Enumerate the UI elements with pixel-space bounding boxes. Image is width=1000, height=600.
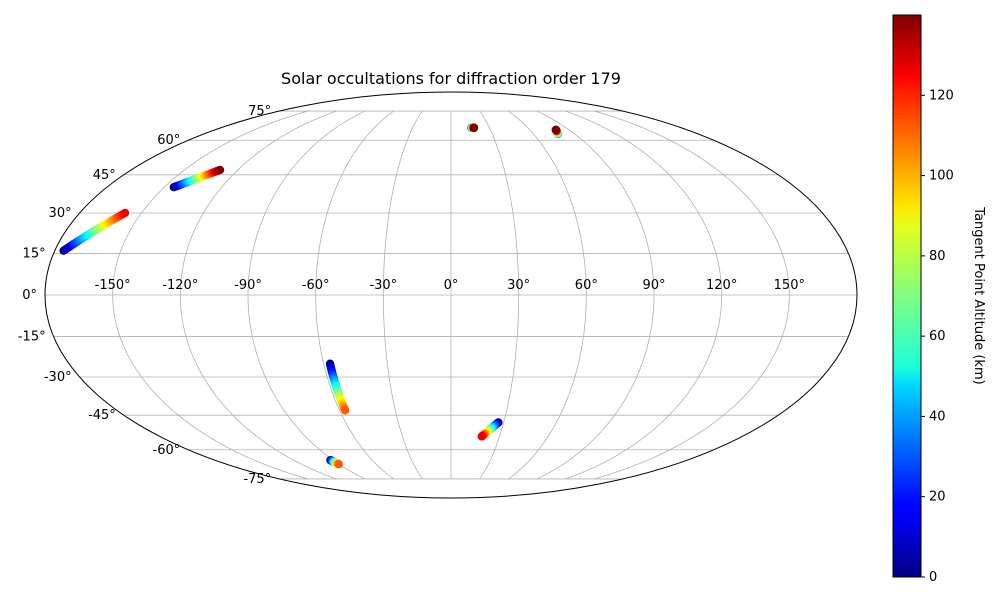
occultation-point xyxy=(120,208,130,218)
meridian-line xyxy=(179,110,337,480)
latitude-tick-label: -45° xyxy=(88,408,116,423)
longitude-tick-label: 90° xyxy=(642,278,665,293)
map-grid xyxy=(45,110,857,480)
chart-title: Solar occultations for diffraction order… xyxy=(281,69,621,88)
colorbar: 0 20 40 60 80 100 120 Tangent Point Altitude (… xyxy=(892,14,986,585)
meridian-line xyxy=(315,110,394,480)
longitude-tick-label: -30° xyxy=(369,278,397,293)
colorbar-ticks: 0 20 40 60 80 100 120 xyxy=(921,88,954,585)
meridian-line xyxy=(565,110,723,480)
colorbar-tick-label: 100 xyxy=(929,169,954,184)
latitude-tick-label: 75° xyxy=(248,104,271,119)
colorbar-tick-label: 60 xyxy=(929,329,946,344)
map-boundary xyxy=(44,91,858,499)
latitude-tick-label: -75° xyxy=(243,472,271,487)
meridian-line xyxy=(382,110,423,480)
occultation-point xyxy=(477,432,486,441)
occultation-point xyxy=(334,460,344,469)
longitude-tick-label: 150° xyxy=(774,278,805,293)
longitude-tick-label: -90° xyxy=(234,278,262,293)
occultation-point xyxy=(340,406,350,415)
longitude-tick-label: 30° xyxy=(507,278,530,293)
latitude-tick-label: 30° xyxy=(49,206,72,221)
meridian-line xyxy=(508,110,587,480)
latitude-tick-label: -30° xyxy=(44,370,72,385)
colorbar-tick-label: 0 xyxy=(929,570,937,585)
meridian-line xyxy=(536,110,655,480)
colorbar-tick-label: 40 xyxy=(929,409,946,424)
occultation-point xyxy=(215,165,225,175)
meridian-line xyxy=(112,110,308,480)
latitude-tick-label: 0° xyxy=(22,288,37,303)
latitude-tick-label: 60° xyxy=(157,133,180,148)
longitude-tick-label: -150° xyxy=(95,278,131,293)
colorbar-tick-label: 80 xyxy=(929,249,946,264)
colorbar-tick-label: 20 xyxy=(929,490,946,505)
colorbar-label: Tangent Point Altitude (km) xyxy=(971,206,986,384)
latitude-tick-label: 15° xyxy=(23,246,46,261)
longitude-tick-label: -120° xyxy=(162,278,198,293)
meridian-line xyxy=(594,110,790,480)
latitude-tick-label: -60° xyxy=(153,443,181,458)
colorbar-gradient xyxy=(892,14,922,578)
occultation-points xyxy=(59,123,563,469)
longitude-tick-labels: -150° -120° -90° -60° -30° 0° 30° 60° 90° 120° 150… xyxy=(95,278,805,293)
latitude-tick-label: -15° xyxy=(18,330,46,345)
longitude-tick-label: 60° xyxy=(575,278,598,293)
longitude-tick-label: 0° xyxy=(444,278,459,293)
occultation-point xyxy=(469,123,479,132)
meridian-line xyxy=(247,110,366,480)
meridian-line xyxy=(479,110,520,480)
latitude-tick-label: 45° xyxy=(93,168,116,183)
colorbar-tick-label: 120 xyxy=(929,88,954,103)
latitude-tick-labels: 75° 60° 45° 30° 15° 0° -15° -30° -45° -60° -75° xyxy=(18,104,271,487)
longitude-tick-label: 120° xyxy=(706,278,737,293)
occultation-point xyxy=(551,125,561,134)
longitude-tick-label: -60° xyxy=(302,278,330,293)
